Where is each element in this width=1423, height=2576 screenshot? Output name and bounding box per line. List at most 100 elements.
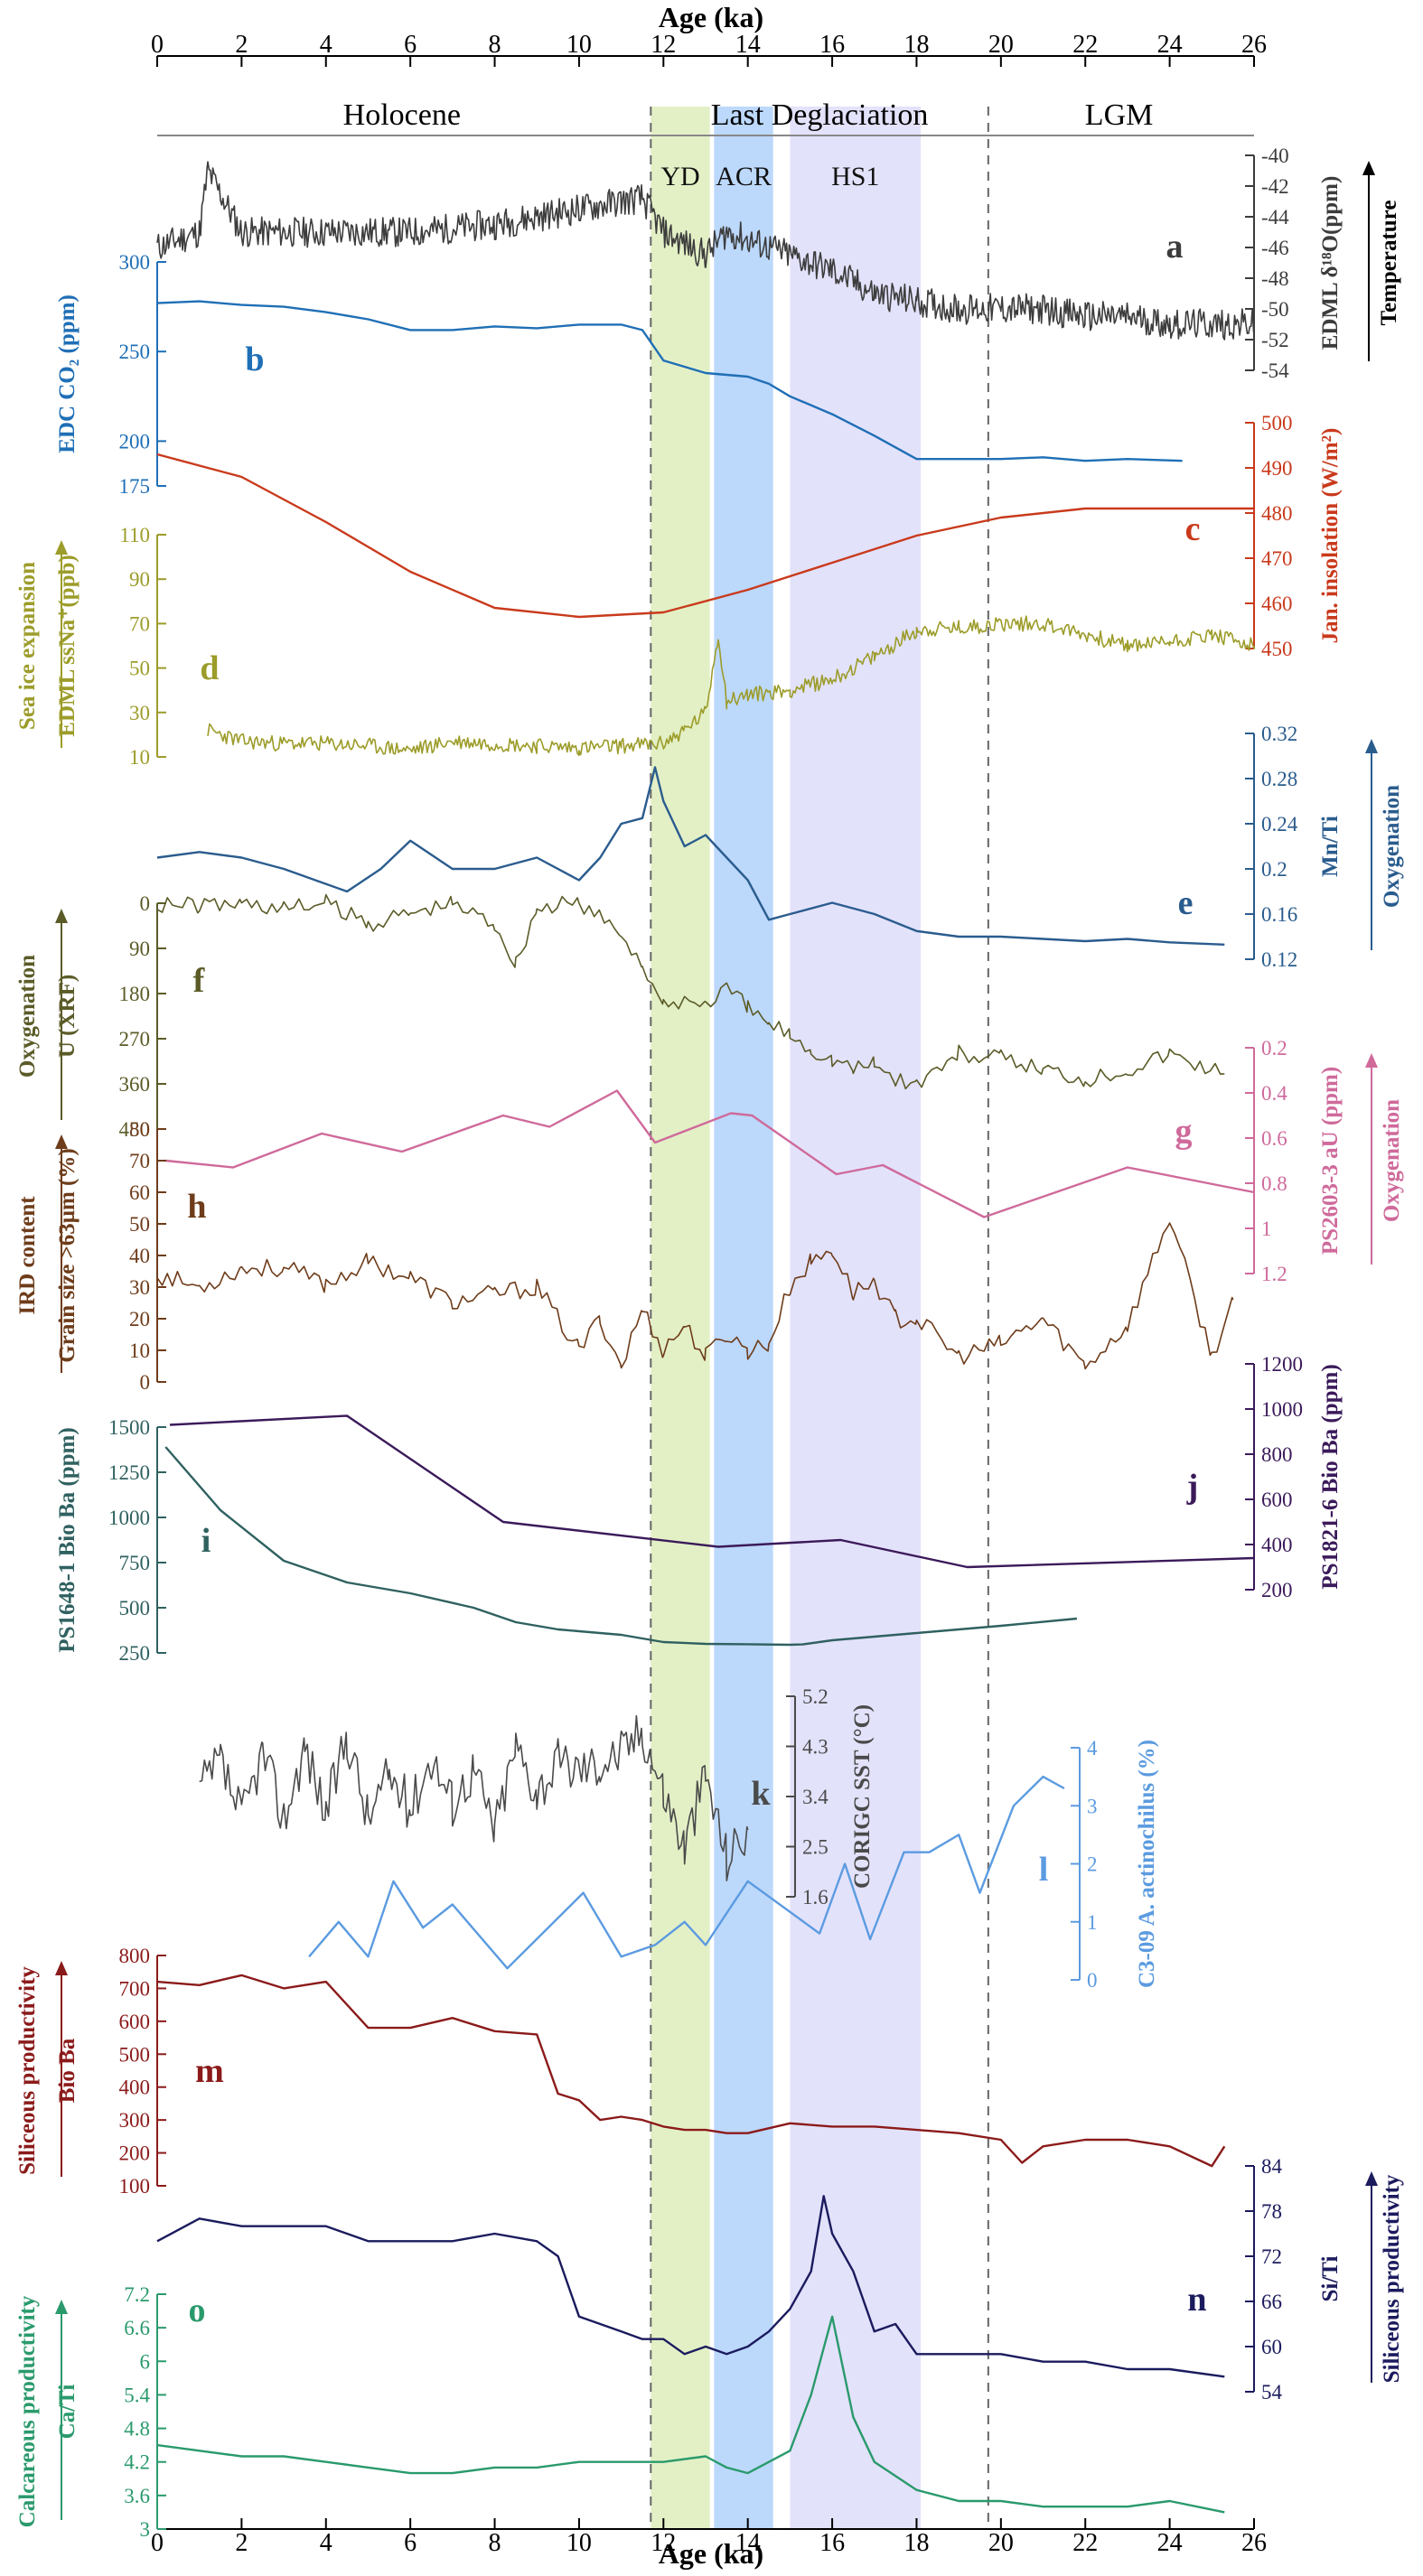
panel-a: -40 -42 -44 -46 -48 -50 -52 -54 EDML δ¹⁸O(ppm) a T… (156, 145, 1401, 382)
y-tick-label-g: 1.2 (1261, 1263, 1287, 1285)
y-tick-label-d: 70 (129, 612, 150, 635)
bottom-tick-label: 22 (1072, 2529, 1098, 2557)
panel-letter-b: b (245, 341, 264, 378)
y-tick-label-j: 800 (1261, 1443, 1293, 1466)
range-note-g: Oxygenation (1380, 1099, 1404, 1222)
y-tick-label-h: 20 (129, 1308, 150, 1330)
y-tick-label-e: 0.12 (1261, 948, 1297, 971)
y-tick-label-o: 4.8 (124, 2418, 150, 2441)
y-tick-label-j: 400 (1261, 1534, 1293, 1556)
y-tick-label-d: 90 (129, 568, 150, 591)
band-hs1 (790, 107, 922, 2529)
y-tick-label-a: -54 (1261, 359, 1289, 382)
y-tick-label-m: 700 (119, 1977, 151, 2000)
y-tick-label-a: -52 (1261, 329, 1289, 351)
period-label-holocene: Holocene (343, 98, 461, 132)
bottom-tick-label: 4 (320, 2529, 332, 2557)
y-tick-label-h: 50 (129, 1213, 150, 1236)
panel-i: 250 500 750 1000 1250 1500 PS1648-1 Bio Ba (pp… (55, 1416, 1078, 1665)
series-line-m (156, 1974, 1226, 2168)
series-line-d (207, 615, 1255, 757)
panel-letter-d: d (200, 649, 219, 687)
y-tick-label-i: 1000 (108, 1507, 150, 1529)
y-tick-label-o: 4.2 (124, 2451, 150, 2474)
series-line-n (156, 2195, 1225, 2378)
range-arrowhead-f (55, 909, 68, 923)
y-tick-label-b: 175 (119, 475, 151, 498)
y-tick-label-e: 0.2 (1261, 858, 1287, 881)
range-note-e: Oxygenation (1380, 785, 1404, 908)
bottom-tick-label: 10 (566, 2529, 592, 2557)
y-tick-label-k: 4.3 (802, 1736, 829, 1759)
bottom-tick-label: 2 (235, 2529, 248, 2557)
y-tick-label-e: 0.16 (1261, 903, 1297, 926)
y-tick-label-e: 0.32 (1261, 723, 1297, 745)
top-tick-label: 8 (489, 31, 501, 59)
range-arrowhead-o (55, 2300, 68, 2314)
range-note-o: Calcareous productivity (15, 2295, 40, 2527)
y-tick-label-k: 2.5 (802, 1836, 829, 1859)
y-tick-label-h: 40 (129, 1245, 150, 1267)
y-tick-label-l: 1 (1087, 1911, 1098, 1934)
y-tick-label-j: 200 (1261, 1579, 1293, 1601)
y-tick-label-m: 300 (119, 2109, 151, 2132)
range-arrowhead-m (55, 1961, 68, 1975)
panel-j: 200 400 600 800 1000 1200 PS1821-6 Bio Ba (ppm… (169, 1353, 1343, 1601)
y-axis-label-h: Grain size >63μm (%) (55, 1148, 80, 1362)
y-tick-label-c: 490 (1261, 457, 1293, 480)
y-tick-label-j: 600 (1261, 1489, 1293, 1511)
y-axis-label-l: C3-09 A. actinochilus (%) (1135, 1740, 1159, 1988)
period-header: Holocene Last Deglaciation LGM (157, 98, 1254, 136)
y-tick-label-m: 400 (119, 2077, 151, 2099)
y-tick-label-o: 3 (140, 2518, 151, 2541)
series-line-j (169, 1414, 1255, 1569)
period-label-last-deglaciation: Last Deglaciation (711, 98, 929, 132)
series-line-i (164, 1446, 1078, 1647)
panel-letter-f: f (193, 962, 206, 1000)
panel-letter-n: n (1187, 2281, 1206, 2319)
panel-g: 0.2 0.4 0.6 0.8 1 1.2 PS2603-3 aU (ppm) g Oxygen… (165, 1037, 1404, 1285)
y-tick-label-h: 30 (129, 1276, 150, 1299)
y-tick-label-b: 200 (119, 430, 151, 453)
y-tick-label-b: 300 (119, 251, 151, 274)
range-note-f: Oxygenation (15, 955, 40, 1078)
y-tick-label-f: 270 (119, 1028, 151, 1050)
y-axis-label-a: EDML δ¹⁸O(ppm) (1318, 176, 1343, 350)
series-line-h (156, 1222, 1234, 1370)
top-tick-label: 14 (735, 31, 761, 59)
y-tick-label-o: 7.2 (124, 2283, 150, 2306)
range-arrowhead-n (1365, 2171, 1378, 2186)
band-label-hs1: HS1 (831, 162, 879, 191)
series-line-f (156, 893, 1225, 1090)
top-tick-label: 24 (1157, 31, 1183, 59)
y-tick-label-i: 500 (119, 1597, 151, 1619)
top-tick-label: 10 (566, 31, 592, 59)
y-tick-label-a: -44 (1261, 206, 1289, 229)
range-note-n: Siliceous productivity (1380, 2174, 1404, 2383)
panel-o: 3 3.6 4.2 4.8 5.4 6 6.6 7.2 Ca/Ti o Calcareous pro… (15, 2283, 1225, 2541)
series-line-a (156, 161, 1255, 341)
y-tick-label-f: 360 (119, 1073, 151, 1096)
bottom-tick-label: 14 (735, 2529, 761, 2557)
series-line-c (156, 453, 1254, 619)
panel-letter-i: i (201, 1522, 211, 1560)
y-tick-label-b: 250 (119, 341, 151, 363)
top-tick-label: 20 (988, 31, 1014, 59)
y-tick-label-k: 3.4 (802, 1786, 829, 1808)
y-tick-label-a: -46 (1261, 237, 1289, 259)
panel-letter-a: a (1166, 228, 1184, 266)
top-tick-label: 16 (819, 31, 845, 59)
series-line-b (156, 300, 1183, 462)
bottom-tick-label: 26 (1241, 2529, 1267, 2557)
panel-n: 54 60 66 72 78 84 Si/Ti n Siliceous productivity (156, 2155, 1404, 2403)
dashed-lines-layer (650, 107, 989, 2529)
top-tick-label: 18 (903, 31, 929, 59)
panel-h: 0 10 20 30 40 50 60 70 80 Grain size >63μm (%) h IR… (15, 1118, 1234, 1394)
y-tick-label-i: 1250 (108, 1461, 150, 1484)
panel-e: 0.12 0.16 0.2 0.24 0.28 0.32 Mn/Ti e Oxygenation (156, 723, 1404, 971)
panel-k: 1.6 2.5 3.4 4.3 5.2 CORIGC SST (°C) k (199, 1685, 875, 1909)
y-tick-label-h: 70 (129, 1150, 150, 1172)
y-tick-label-d: 30 (129, 702, 150, 724)
y-axis-label-n: Si/Ti (1318, 2255, 1343, 2301)
